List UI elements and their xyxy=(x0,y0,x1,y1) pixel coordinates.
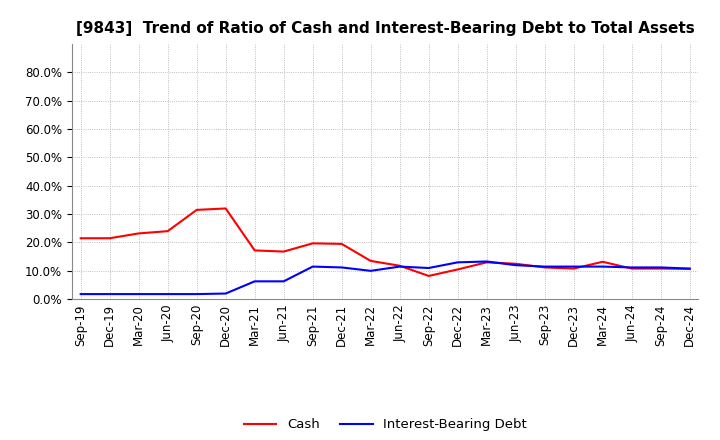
Legend: Cash, Interest-Bearing Debt: Cash, Interest-Bearing Debt xyxy=(238,413,532,436)
Cash xyxy=(192,207,201,213)
Interest-Bearing Debt xyxy=(541,264,549,269)
Cash xyxy=(251,248,259,253)
Cash xyxy=(570,266,578,271)
Cash xyxy=(541,265,549,270)
Interest-Bearing Debt xyxy=(598,264,607,269)
Cash xyxy=(657,266,665,271)
Cash xyxy=(76,235,85,241)
Interest-Bearing Debt xyxy=(221,291,230,296)
Cash xyxy=(395,263,404,268)
Cash xyxy=(685,266,694,271)
Interest-Bearing Debt xyxy=(424,265,433,271)
Interest-Bearing Debt xyxy=(135,291,143,297)
Cash xyxy=(279,249,288,254)
Interest-Bearing Debt xyxy=(482,259,491,264)
Cash xyxy=(511,261,520,266)
Cash xyxy=(308,241,317,246)
Cash xyxy=(598,259,607,264)
Cash xyxy=(338,241,346,246)
Interest-Bearing Debt xyxy=(454,260,462,265)
Line: Cash: Cash xyxy=(81,209,690,276)
Interest-Bearing Debt xyxy=(279,279,288,284)
Interest-Bearing Debt xyxy=(627,265,636,270)
Cash xyxy=(105,235,114,241)
Interest-Bearing Debt xyxy=(395,264,404,269)
Interest-Bearing Debt xyxy=(163,291,172,297)
Cash xyxy=(135,231,143,236)
Interest-Bearing Debt xyxy=(685,266,694,271)
Cash xyxy=(482,260,491,265)
Cash xyxy=(163,228,172,234)
Interest-Bearing Debt xyxy=(105,291,114,297)
Cash xyxy=(424,273,433,279)
Line: Interest-Bearing Debt: Interest-Bearing Debt xyxy=(81,261,690,294)
Title: [9843]  Trend of Ratio of Cash and Interest-Bearing Debt to Total Assets: [9843] Trend of Ratio of Cash and Intere… xyxy=(76,21,695,36)
Interest-Bearing Debt xyxy=(338,265,346,270)
Cash xyxy=(221,206,230,211)
Interest-Bearing Debt xyxy=(308,264,317,269)
Interest-Bearing Debt xyxy=(511,263,520,268)
Interest-Bearing Debt xyxy=(76,291,85,297)
Cash xyxy=(366,258,375,264)
Interest-Bearing Debt xyxy=(657,265,665,270)
Cash xyxy=(627,266,636,271)
Interest-Bearing Debt xyxy=(192,291,201,297)
Interest-Bearing Debt xyxy=(251,279,259,284)
Interest-Bearing Debt xyxy=(366,268,375,274)
Cash xyxy=(454,267,462,272)
Interest-Bearing Debt xyxy=(570,264,578,269)
